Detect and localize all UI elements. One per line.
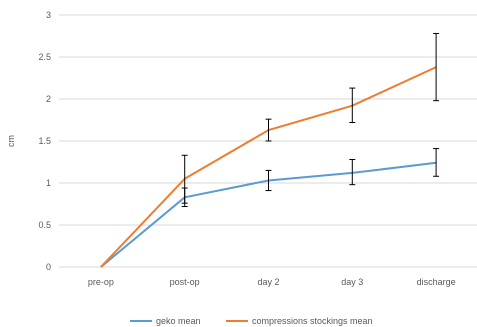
legend-item: geko mean xyxy=(130,316,201,326)
series-line-2 xyxy=(100,66,437,268)
error-bar xyxy=(349,158,356,186)
y-tick-labels: 0 0.5 1 1.5 2 2.5 3 xyxy=(38,10,51,272)
error-bar xyxy=(265,169,272,192)
x-tick-label: pre-op xyxy=(88,277,114,287)
error-bar xyxy=(433,32,440,102)
legend-item: compressions stockings mean xyxy=(226,316,373,326)
legend: geko mean compressions stockings mean xyxy=(130,316,373,326)
y-tick-label: 2.5 xyxy=(38,52,51,62)
y-tick-label: 2 xyxy=(46,94,51,104)
error-bar xyxy=(265,118,272,142)
series-lines xyxy=(100,66,437,268)
y-tick-label: 1 xyxy=(46,178,51,188)
legend-label: geko mean xyxy=(156,316,201,326)
x-tick-label: discharge xyxy=(417,277,456,287)
x-tick-label: post-op xyxy=(170,277,200,287)
error-bars xyxy=(181,32,440,208)
x-tick-label: day 3 xyxy=(341,277,363,287)
error-bar xyxy=(433,148,440,177)
x-tick-labels: pre-op post-op day 2 day 3 discharge xyxy=(88,277,456,287)
error-bar xyxy=(349,87,356,124)
y-axis-title: cm xyxy=(6,135,16,147)
y-tick-label: 1.5 xyxy=(38,136,51,146)
x-tick-label: day 2 xyxy=(257,277,279,287)
y-tick-label: 0 xyxy=(46,262,51,272)
legend-label: compressions stockings mean xyxy=(252,316,373,326)
y-tick-label: 3 xyxy=(46,10,51,20)
error-bar xyxy=(181,154,188,204)
y-tick-label: 0.5 xyxy=(38,220,51,230)
